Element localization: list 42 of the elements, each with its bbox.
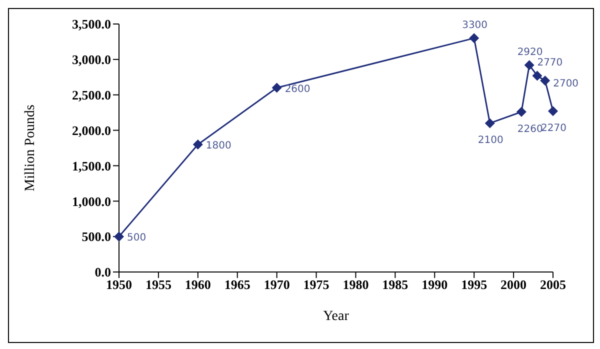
y-tick-label: 3,000.0 — [72, 52, 111, 68]
point — [532, 70, 542, 81]
data-label: 3300 — [462, 20, 488, 32]
x-tick-label: 1950 — [106, 277, 132, 292]
y-tick-label: 1,500.0 — [72, 158, 111, 174]
x-tick-label: 2005 — [540, 277, 566, 292]
x-tick-label: 1970 — [264, 277, 290, 292]
data-label: 2600 — [284, 84, 310, 95]
y-tick-label: 1,000.0 — [72, 194, 111, 209]
y-tick-label: 2,500.0 — [72, 87, 111, 102]
y-tick-label: 500.0 — [82, 229, 111, 244]
point — [114, 232, 124, 242]
y-axis-title: Million Pounds — [22, 104, 38, 192]
x-tick-label: 1955 — [145, 277, 172, 292]
x-tick-label: 2000 — [500, 277, 527, 292]
x-tick-label: 1990 — [422, 277, 448, 292]
point — [548, 106, 558, 116]
point — [540, 76, 550, 86]
data-label: 2270 — [541, 123, 566, 134]
point — [524, 60, 534, 70]
point — [272, 82, 282, 93]
data-label: 2260 — [517, 124, 543, 135]
point — [516, 106, 526, 117]
data-label: 500 — [127, 232, 146, 244]
y-tick-label: 0.0 — [94, 264, 111, 280]
x-axis-title: Year — [323, 309, 350, 324]
point — [484, 118, 495, 128]
x-tick-label: 1980 — [342, 277, 369, 292]
y-tick-label: 2,000.0 — [72, 122, 111, 138]
point — [192, 139, 203, 150]
data-label: 2920 — [517, 47, 543, 58]
x-tick-label: 1965 — [224, 277, 251, 292]
x-tick-label: 1985 — [382, 277, 409, 292]
x-tick-label: 1960 — [184, 277, 211, 292]
point — [469, 33, 480, 44]
data-label: 1800 — [206, 140, 232, 152]
data-label: 2700 — [553, 78, 579, 90]
data-label: 2770 — [537, 58, 563, 69]
y-tick-label: 3,500.0 — [72, 16, 111, 32]
x-tick-label: 1975 — [303, 277, 330, 292]
x-tick-label: 1995 — [461, 277, 488, 292]
data-label: 2100 — [478, 135, 504, 146]
